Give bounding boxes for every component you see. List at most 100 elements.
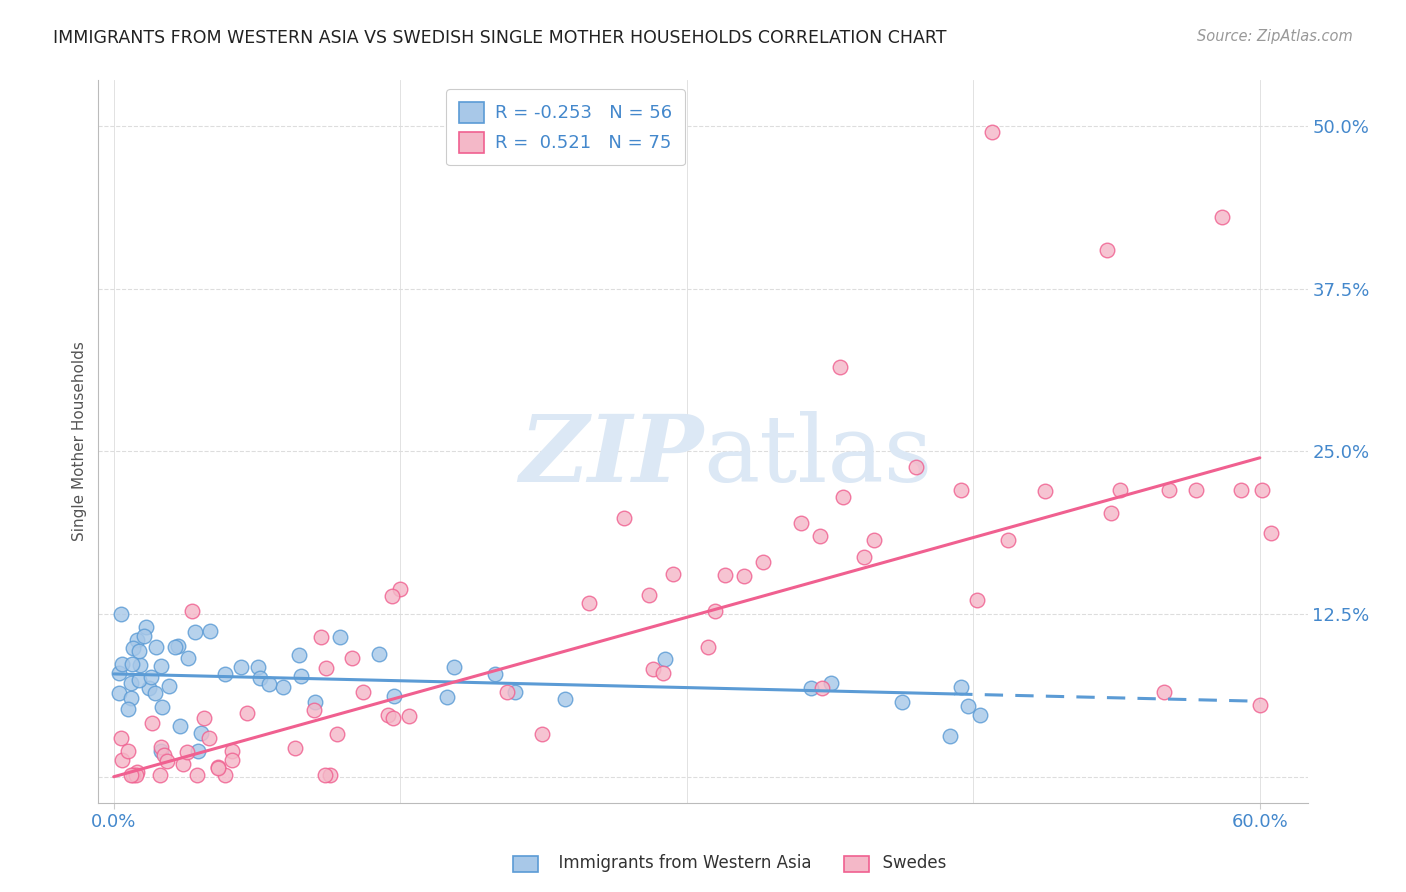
- Point: [288, 648, 311, 662]
- Point: [309, 630, 332, 644]
- Point: [1184, 483, 1206, 498]
- Point: [531, 727, 554, 741]
- Point: [398, 709, 420, 723]
- Point: [752, 555, 775, 569]
- Point: [643, 662, 665, 676]
- Point: [654, 652, 676, 666]
- Point: [111, 753, 134, 767]
- Point: [613, 510, 636, 524]
- Point: [578, 596, 600, 610]
- Point: [304, 695, 326, 709]
- Point: [271, 680, 294, 694]
- Point: [314, 768, 336, 782]
- Point: [108, 686, 131, 700]
- Point: [1109, 483, 1132, 498]
- Point: [153, 747, 176, 762]
- Y-axis label: Single Mother Households: Single Mother Households: [72, 342, 87, 541]
- Point: [229, 659, 252, 673]
- Point: [790, 516, 813, 530]
- Point: [290, 669, 312, 683]
- Point: [863, 533, 886, 547]
- Point: [143, 686, 166, 700]
- Point: [1230, 483, 1253, 498]
- Point: [696, 640, 718, 654]
- Point: [149, 768, 172, 782]
- Point: [342, 650, 364, 665]
- Point: [950, 483, 973, 498]
- Point: [186, 768, 208, 782]
- Point: [138, 681, 160, 696]
- Point: [108, 665, 131, 680]
- Point: [187, 744, 209, 758]
- Point: [236, 706, 259, 720]
- Point: [122, 640, 145, 655]
- Point: [1260, 526, 1282, 541]
- Point: [117, 744, 139, 758]
- Point: [221, 753, 243, 767]
- Text: ZIP: ZIP: [519, 411, 703, 501]
- Point: [190, 726, 212, 740]
- Point: [315, 661, 337, 675]
- Point: [207, 760, 229, 774]
- Point: [284, 741, 307, 756]
- Point: [198, 624, 221, 639]
- Point: [326, 727, 349, 741]
- Point: [329, 630, 352, 644]
- Point: [637, 587, 659, 601]
- Point: [382, 689, 405, 703]
- Point: [704, 604, 727, 618]
- Point: [207, 761, 229, 775]
- Point: [247, 660, 270, 674]
- Point: [733, 569, 755, 583]
- Point: [110, 607, 132, 621]
- Point: [120, 676, 142, 690]
- Point: [966, 593, 988, 607]
- Point: [169, 719, 191, 733]
- Point: [352, 684, 374, 698]
- Point: [1099, 506, 1122, 520]
- Point: [811, 681, 834, 695]
- Point: [141, 716, 163, 731]
- Point: [969, 707, 991, 722]
- Point: [1249, 698, 1271, 713]
- Point: [214, 667, 236, 681]
- Point: [184, 624, 207, 639]
- Point: [149, 739, 172, 754]
- Point: [443, 660, 465, 674]
- Point: [652, 666, 675, 681]
- Point: [150, 699, 173, 714]
- Point: [484, 666, 506, 681]
- Point: [221, 744, 243, 758]
- Point: [117, 701, 139, 715]
- Point: [128, 658, 150, 673]
- Point: [382, 711, 405, 725]
- Point: [381, 589, 404, 603]
- Point: [852, 549, 875, 564]
- Point: [554, 692, 576, 706]
- Point: [145, 640, 167, 654]
- Point: [156, 754, 179, 768]
- Point: [249, 672, 271, 686]
- Point: [172, 757, 194, 772]
- Point: [180, 604, 202, 618]
- Point: [111, 657, 134, 672]
- Point: [150, 744, 173, 758]
- Point: [436, 690, 458, 704]
- Point: [388, 582, 411, 596]
- Point: [1211, 210, 1233, 224]
- Point: [120, 691, 142, 706]
- Point: [193, 711, 215, 725]
- Point: [139, 670, 162, 684]
- Text: Immigrants from Western Asia: Immigrants from Western Asia: [548, 855, 811, 872]
- Point: [832, 490, 855, 504]
- Point: [125, 765, 148, 780]
- Point: [981, 125, 1004, 139]
- Point: [950, 680, 973, 694]
- Point: [125, 768, 148, 782]
- Text: Swedes: Swedes: [872, 855, 946, 872]
- Point: [121, 657, 143, 671]
- Point: [904, 459, 927, 474]
- Text: Source: ZipAtlas.com: Source: ZipAtlas.com: [1197, 29, 1353, 44]
- Point: [257, 677, 280, 691]
- Point: [997, 533, 1019, 547]
